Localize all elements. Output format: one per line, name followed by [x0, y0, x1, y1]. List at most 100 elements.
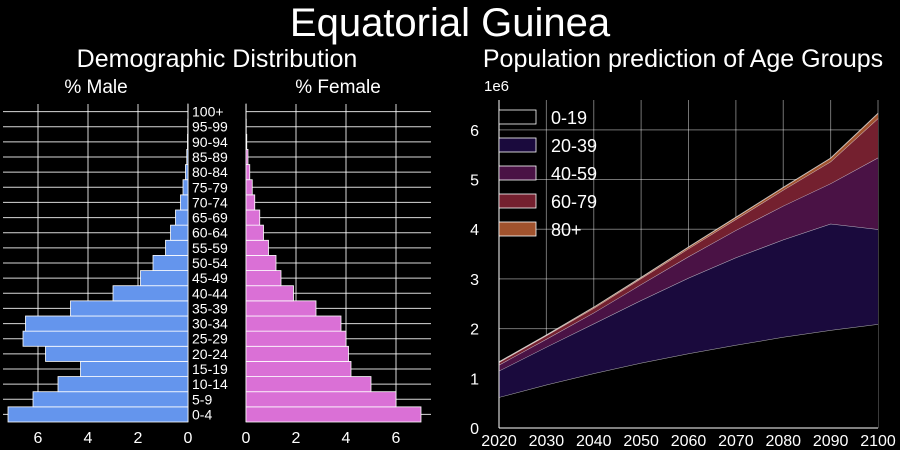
year-tick-label: 2100	[860, 433, 896, 450]
female-bar	[245, 285, 294, 302]
male-bar	[165, 239, 189, 256]
female-bar	[245, 164, 251, 181]
age-group-label: 80-84	[192, 164, 228, 180]
legend-swatch	[498, 221, 537, 237]
population-tick-label: 3	[470, 272, 479, 289]
female-tick-label: 0	[242, 430, 251, 447]
population-tick-label: 6	[470, 123, 479, 140]
male-tick-label: 6	[34, 430, 43, 447]
male-bar	[182, 179, 189, 196]
female-bar	[245, 224, 264, 241]
age-group-label: 100+	[192, 104, 224, 120]
year-tick-label: 2060	[671, 433, 707, 450]
age-group-label: 25-29	[192, 331, 228, 347]
female-bar	[245, 255, 277, 271]
female-bar	[245, 194, 256, 211]
age-group-label: 5-9	[192, 391, 212, 407]
male-bar	[186, 149, 189, 165]
legend-swatch	[498, 193, 537, 209]
age-group-label: 65-69	[192, 210, 228, 226]
pyramid-title: Demographic Distribution	[77, 45, 358, 73]
female-bar	[245, 239, 269, 256]
male-bar	[112, 285, 189, 302]
age-group-label: 95-99	[192, 119, 228, 135]
legend-label: 80+	[551, 220, 582, 240]
legend-label: 0-19	[551, 108, 587, 128]
population-tick-label: 1	[470, 371, 479, 388]
stacked-area-chart: 2020 2030 2040 2050 2060 2070 2080 2090 2100 0 1 2 3…	[470, 100, 896, 450]
legend-swatch	[498, 137, 537, 153]
male-bar	[25, 315, 189, 332]
age-group-label: 90-94	[192, 134, 228, 150]
age-group-label: 20-24	[192, 346, 228, 362]
male-bar	[152, 255, 189, 271]
male-tick-label: 4	[84, 430, 93, 447]
year-tick-label: 2030	[529, 433, 565, 450]
female-bar	[245, 376, 372, 393]
male-bar	[180, 194, 189, 211]
female-axis-title: % Female	[295, 77, 381, 98]
age-group-label: 50-54	[192, 255, 228, 271]
area-band-20-39	[499, 223, 878, 398]
female-bar	[245, 391, 397, 408]
age-group-label: 15-19	[192, 361, 228, 377]
male-bar	[57, 376, 189, 393]
female-bar	[245, 361, 352, 377]
age-group-label: 55-59	[192, 240, 228, 256]
female-bar	[245, 270, 282, 287]
area-band-40-59	[499, 157, 878, 371]
age-group-label: 30-34	[192, 316, 228, 332]
female-tick-label: 2	[292, 430, 301, 447]
male-axis-title: % Male	[64, 77, 127, 98]
male-tick-label: 0	[184, 430, 193, 447]
legend-label: 40-59	[551, 164, 597, 184]
population-tick-label: 5	[470, 173, 479, 190]
age-group-label: 35-39	[192, 300, 228, 316]
female-bar	[245, 300, 317, 317]
population-tick-label: 0	[470, 421, 479, 438]
male-bar	[175, 209, 189, 226]
legend-label: 60-79	[551, 192, 597, 212]
population-tick-label: 4	[470, 222, 479, 239]
population-pyramid: 6 4 2 0 0 2 4 6 0-45-910-1415-1920-2425-2930-343…	[3, 104, 431, 447]
male-bar	[32, 391, 189, 408]
female-bar	[245, 406, 422, 423]
male-bar	[45, 345, 189, 362]
age-group-label: 85-89	[192, 149, 228, 165]
year-tick-label: 2080	[765, 433, 801, 450]
year-tick-label: 2020	[481, 433, 517, 450]
male-bar	[22, 330, 189, 347]
age-group-label: 60-64	[192, 225, 228, 241]
male-bar	[170, 224, 189, 241]
male-tick-label: 2	[134, 430, 143, 447]
suptitle: Equatorial Guinea	[290, 1, 611, 45]
age-group-label: 70-74	[192, 194, 228, 210]
area-line-80+	[498, 113, 879, 363]
legend-label: 20-39	[551, 136, 597, 156]
legend-swatch	[498, 109, 537, 125]
age-group-label: 75-79	[192, 179, 228, 195]
male-bar	[187, 133, 189, 150]
age-group-label: 45-49	[192, 270, 228, 286]
area-chart-title: Population prediction of Age Groups	[483, 45, 883, 73]
male-bar	[7, 406, 189, 423]
year-tick-label: 2070	[718, 433, 754, 450]
age-group-label: 10-14	[192, 376, 228, 392]
female-bar	[245, 330, 347, 347]
age-group-label: 0-4	[192, 406, 212, 422]
area-band-0-19	[499, 324, 878, 428]
female-tick-label: 4	[342, 430, 351, 447]
y-multiplier-label: 1e6	[484, 78, 509, 95]
year-tick-label: 2050	[623, 433, 659, 450]
age-group-label: 40-44	[192, 285, 228, 301]
female-bar	[245, 149, 249, 165]
female-tick-label: 6	[392, 430, 401, 447]
year-tick-label: 2090	[813, 433, 849, 450]
female-bar	[245, 209, 261, 226]
female-bar	[245, 315, 342, 332]
male-bar	[140, 270, 189, 287]
year-tick-label: 2040	[576, 433, 612, 450]
legend-swatch	[498, 165, 537, 181]
population-tick-label: 2	[470, 322, 479, 339]
